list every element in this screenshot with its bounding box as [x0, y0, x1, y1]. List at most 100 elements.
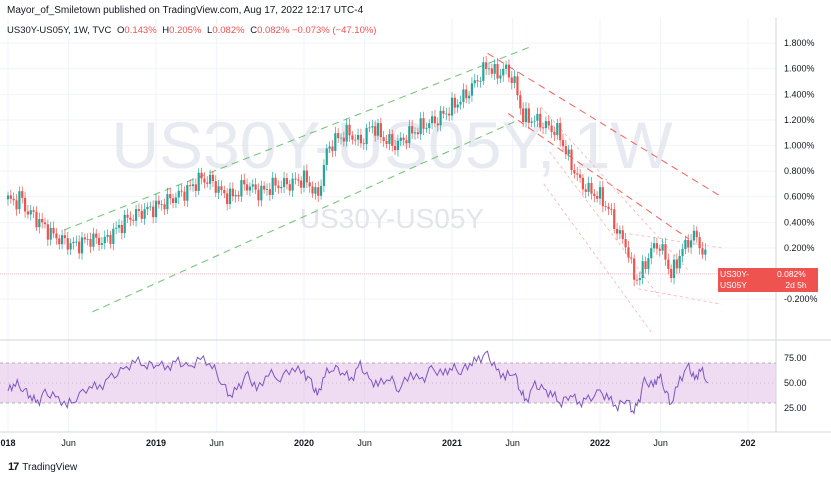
- footer-branding[interactable]: 17 TradingView: [8, 461, 77, 473]
- candle-body: [624, 239, 627, 248]
- candle-body: [504, 64, 508, 69]
- candle-body: [664, 244, 667, 260]
- price-tick-label: 1.200%: [784, 115, 815, 125]
- price-axis[interactable]: 1.800% 1.600% 1.400% 1.200% 1.000% 0.800% 0.60…: [784, 38, 818, 304]
- candle-body: [687, 239, 690, 248]
- symbol-legend: US30Y-US05Y, 1W, TVC O0.143% H0.205% L0.…: [7, 25, 376, 36]
- candle-body: [419, 118, 422, 135]
- candle-body: [533, 120, 536, 122]
- candle-body: [342, 137, 345, 142]
- candle-body: [288, 184, 291, 191]
- candle-body: [536, 113, 539, 121]
- candle-body: [684, 239, 687, 250]
- price-tag-value: 0.082%: [774, 268, 818, 281]
- candle-body: [322, 165, 326, 186]
- candle-body: [274, 177, 277, 186]
- candle-body: [297, 179, 300, 181]
- candle-body: [86, 238, 89, 240]
- candle-body: [473, 80, 476, 84]
- candle-body: [277, 185, 280, 189]
- candle-body: [21, 191, 24, 198]
- candle-body: [248, 186, 252, 191]
- candle-body: [106, 234, 109, 237]
- candle-body: [109, 234, 112, 244]
- candle-body: [465, 89, 468, 99]
- candle-body: [638, 278, 641, 280]
- candle-body: [46, 224, 49, 240]
- channel-mid-red: [507, 113, 690, 240]
- candle-body: [371, 126, 374, 128]
- candle-body: [152, 206, 155, 218]
- candle-body: [69, 243, 72, 250]
- candle-body: [257, 189, 260, 201]
- candle-body: [228, 188, 232, 204]
- candle-body: [408, 126, 411, 144]
- candle-body: [6, 195, 10, 200]
- candle-body: [143, 209, 146, 219]
- candle-body: [140, 210, 143, 219]
- time-tick-label: Jun: [209, 438, 224, 448]
- candle-body: [325, 148, 328, 166]
- candle-body: [29, 210, 32, 215]
- symbol-label[interactable]: US30Y-US05Y, 1W, TVC: [7, 25, 112, 36]
- candle-body: [553, 131, 556, 136]
- candle-body: [134, 209, 138, 221]
- candle-body: [701, 248, 704, 255]
- candle-body: [689, 240, 693, 248]
- candle-body: [348, 124, 351, 136]
- candle-body: [197, 172, 200, 191]
- candle-body: [413, 132, 417, 134]
- candle-body: [243, 180, 246, 185]
- candle-body: [573, 170, 576, 174]
- candle-body: [450, 97, 454, 116]
- candle-body: [445, 113, 448, 115]
- candle-body: [610, 208, 613, 210]
- candle-body: [576, 173, 579, 175]
- trend-channels: [64, 45, 722, 336]
- candle-body: [462, 89, 465, 102]
- candle-body: [692, 230, 696, 241]
- candle-body: [171, 198, 175, 203]
- candle-body: [635, 279, 639, 281]
- candle-body: [396, 140, 400, 151]
- time-axis[interactable]: 018 Jun 2019 Jun 2020 Jun 2021 Jun 2022 Jun 202: [0, 438, 755, 448]
- candle-body: [490, 68, 493, 74]
- candle-body: [58, 238, 61, 245]
- candle-body: [146, 207, 149, 210]
- candle-body: [83, 237, 86, 240]
- candle-body: [180, 190, 183, 192]
- candle-body: [618, 230, 622, 234]
- candle-body: [337, 133, 340, 139]
- candle-body: [260, 185, 263, 201]
- time-tick-label: Jun: [653, 438, 668, 448]
- candle-body: [112, 228, 115, 244]
- price-tick-label: 1.400%: [784, 89, 815, 99]
- candle-body: [547, 121, 550, 126]
- candle-body: [655, 243, 659, 249]
- candle-body: [448, 113, 451, 116]
- candle-body: [476, 80, 479, 82]
- candle-body: [507, 64, 511, 78]
- channel-upper-red: [487, 52, 722, 198]
- candle-body: [530, 121, 533, 123]
- candle-body: [442, 110, 445, 114]
- candle-body: [607, 206, 610, 209]
- candle-body: [376, 123, 380, 136]
- candle-body: [670, 268, 673, 279]
- time-tick-label: 018: [0, 438, 15, 448]
- time-tick-label: Jun: [505, 438, 520, 448]
- candle-body: [374, 126, 377, 136]
- candle-body: [251, 184, 254, 187]
- rsi-axis[interactable]: 75.00 50.00 25.00: [784, 353, 807, 413]
- candle-body: [590, 182, 593, 194]
- candle-body: [604, 206, 607, 208]
- candle-body: [328, 146, 331, 149]
- rsi-tick-label: 25.00: [784, 403, 807, 413]
- candle-body: [365, 128, 368, 145]
- channel-lower-green: [92, 119, 519, 313]
- candle-body: [254, 184, 257, 190]
- candle-body: [211, 174, 215, 182]
- candle-body: [661, 244, 664, 251]
- candle-body: [234, 194, 237, 197]
